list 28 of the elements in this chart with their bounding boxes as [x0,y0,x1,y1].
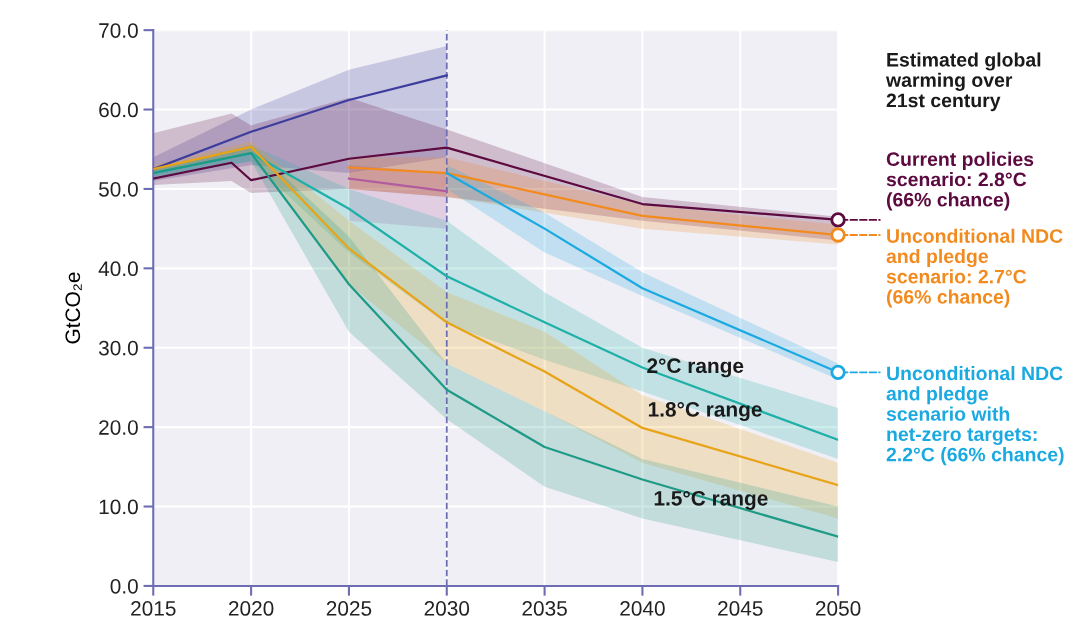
legend-title: Estimated global warming over 21st century [885,52,1041,112]
y-tick-label: 50.0 [98,181,138,197]
x-tick-label: 2025 [326,601,372,616]
annotation: 1.5°C range [654,490,768,510]
y-tick-label: 40.0 [98,261,138,277]
annotation: 2°C range [647,358,744,378]
annotation: 1.8°C range [648,402,762,421]
y-tick-label: 30.0 [98,340,138,356]
legend-label: Unconditional NDC and pledge scenario: 2.7°C (66% chance) [886,228,1063,308]
point [830,227,846,243]
y-axis-title: GtCO₂e [65,272,82,344]
x-tick-label: 2035 [522,601,567,616]
x-tick-label: 2050 [815,601,861,616]
point [830,212,846,228]
x-tick-label: 2045 [718,601,763,616]
x-tick-label: 2015 [131,601,176,616]
x-tick-label: 2030 [424,601,470,616]
y-tick-label: 70.0 [99,23,138,38]
y-tick-label: 20.0 [99,420,138,435]
y-tick-label: 10.0 [99,499,138,515]
x-tick-label: 2020 [228,601,274,616]
y-tick-label: 0.0 [110,578,138,594]
point [830,364,846,380]
legend-label: Unconditional NDC and pledge scenario with net-zero targets: 2.2°C (66% chance) [886,365,1064,466]
x-tick-label: 2040 [620,601,665,616]
text: Current policies scenario: 2.8°C (66% chance) [886,151,1034,211]
y-tick-label: 60.0 [99,102,138,118]
line-series [153,74,448,171]
